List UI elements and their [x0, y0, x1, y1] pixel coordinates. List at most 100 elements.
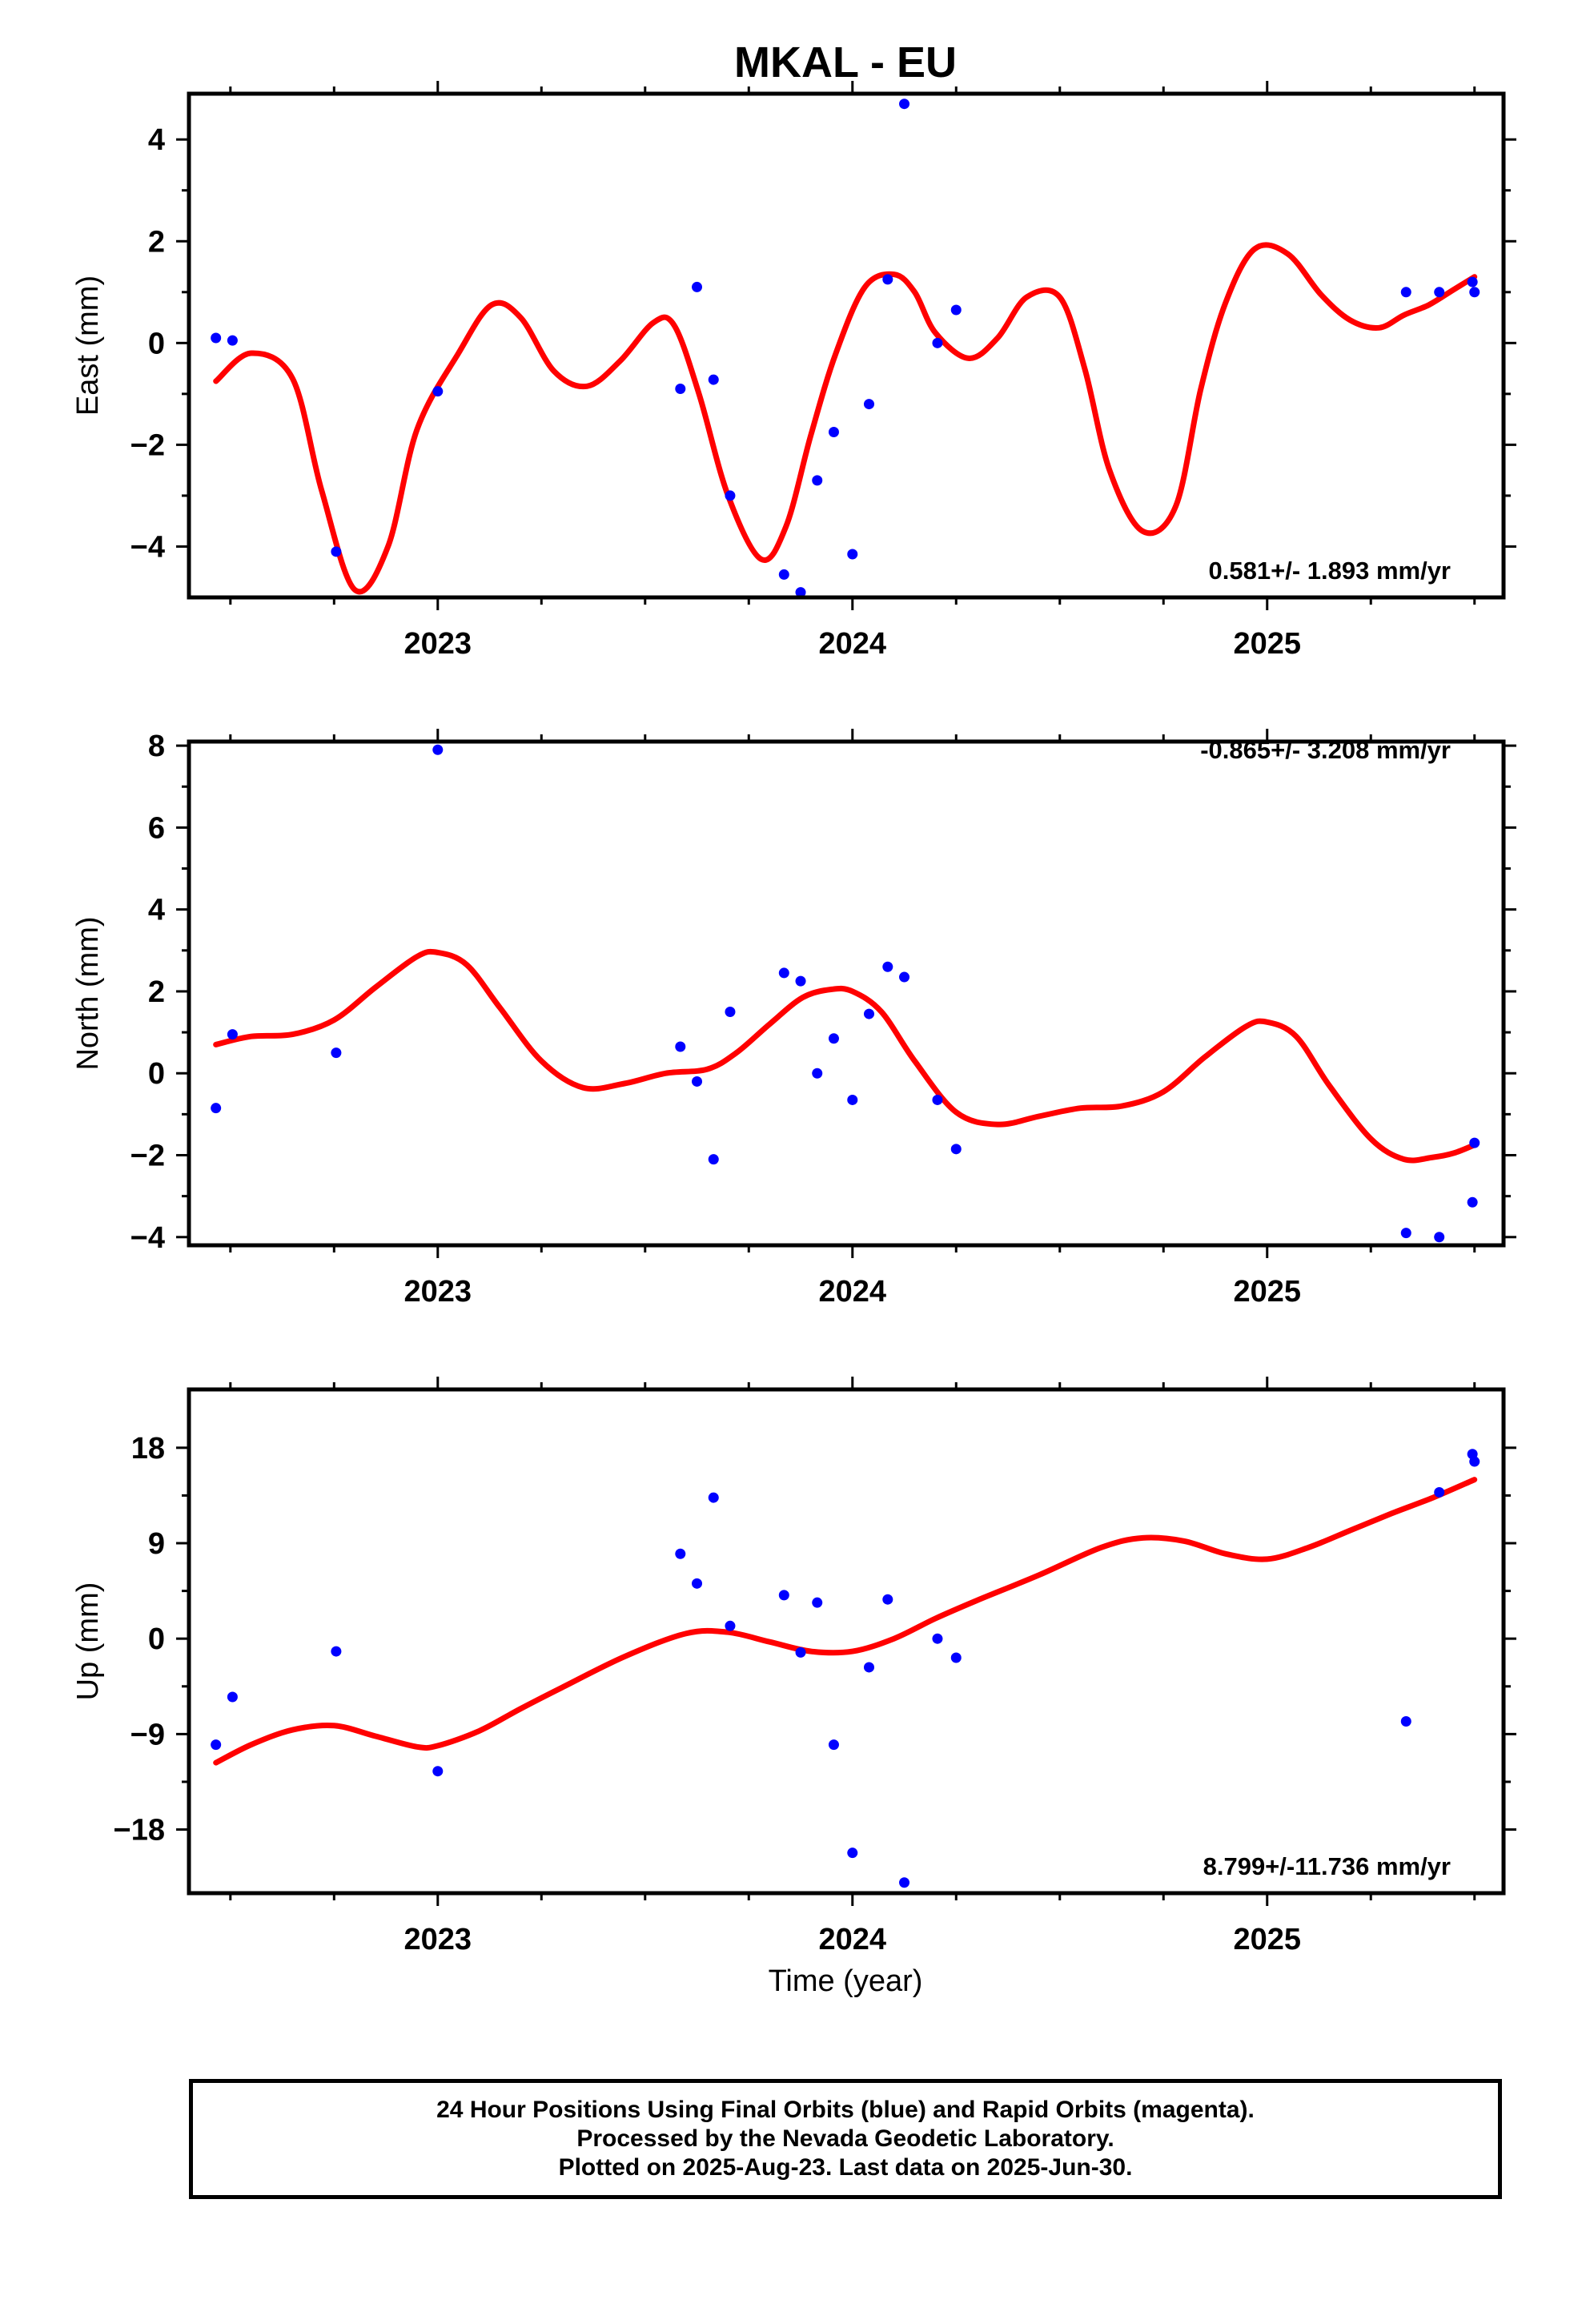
data-point	[932, 1633, 943, 1644]
footer-box: 24 Hour Positions Using Final Orbits (bl…	[189, 2079, 1502, 2199]
x-tick-label: 2023	[404, 1275, 472, 1309]
data-point	[692, 1076, 703, 1087]
y-tick-label: −9	[130, 1718, 165, 1751]
footer-line-1: 24 Hour Positions Using Final Orbits (bl…	[436, 2097, 1255, 2123]
rate-annotation: 8.799+/-11.736 mm/yr	[1203, 1852, 1451, 1880]
data-area	[211, 1449, 1480, 1888]
y-tick-label: −4	[130, 1221, 165, 1255]
footer-line-3: Plotted on 2025-Aug-23. Last data on 202…	[558, 2154, 1133, 2181]
y-tick-label: 0	[148, 1057, 165, 1091]
data-point	[432, 744, 444, 755]
data-point	[331, 546, 342, 557]
data-point	[211, 1103, 222, 1114]
x-tick-label: 2023	[404, 627, 472, 661]
data-point	[932, 337, 943, 348]
fit-line	[213, 1477, 1478, 1766]
data-point	[1434, 287, 1445, 298]
y-tick-label: 8	[148, 730, 165, 763]
data-point	[331, 1047, 342, 1059]
panels: 2023 2024 2025 −4 −2 0 2 4 East (mm) 0.581+/- 1.8…	[71, 81, 1516, 1956]
y-tick-label: 2	[148, 225, 165, 259]
data-point	[899, 971, 910, 983]
y-axis-label: East (mm)	[71, 275, 105, 416]
fit-line	[213, 242, 1478, 595]
plot-frame	[187, 91, 1506, 600]
x-tick-label: 2024	[818, 627, 886, 661]
y-tick-label: 18	[131, 1432, 165, 1466]
data-point	[211, 332, 222, 344]
y-tick-label: 2	[148, 975, 165, 1009]
data-point	[950, 1652, 962, 1663]
data-point	[1467, 1196, 1478, 1208]
data-point	[227, 1029, 238, 1040]
data-point	[950, 1144, 962, 1155]
y-tick-label: −2	[130, 1139, 165, 1172]
data-point	[331, 1646, 342, 1657]
data-point	[725, 1620, 736, 1631]
data-point	[675, 1548, 686, 1559]
data-point	[812, 1068, 823, 1079]
x-tick-label: 2024	[818, 1275, 886, 1309]
y-tick-label: 6	[148, 811, 165, 845]
data-point	[847, 549, 858, 560]
data-point	[227, 1691, 238, 1703]
data-point	[211, 1739, 222, 1751]
data-point	[708, 374, 719, 385]
data-point	[432, 1766, 444, 1777]
data-point	[725, 490, 736, 501]
data-point	[863, 399, 874, 410]
data-point	[227, 335, 238, 346]
data-point	[1434, 1232, 1445, 1243]
data-point	[812, 475, 823, 486]
data-point	[692, 281, 703, 292]
x-tick-label: 2025	[1233, 1275, 1301, 1309]
plot-frame	[187, 739, 1506, 1248]
panel-east: 2023 2024 2025 −4 −2 0 2 4 East (mm) 0.581+/- 1.8…	[71, 81, 1516, 661]
data-point	[812, 1597, 823, 1608]
y-tick-label: 4	[148, 123, 165, 157]
data-point	[863, 1662, 874, 1673]
x-tick-label: 2025	[1233, 627, 1301, 661]
data-point	[675, 1041, 686, 1052]
y-tick-label: −2	[130, 428, 165, 462]
data-point	[828, 1739, 839, 1751]
data-point	[828, 427, 839, 438]
data-point	[1400, 1715, 1411, 1727]
data-point	[708, 1154, 719, 1165]
data-point	[1400, 1228, 1411, 1239]
y-axis-label: North (mm)	[71, 916, 105, 1070]
plot-frame	[187, 1387, 1506, 1896]
panel-north: 2023 2024 2025 −4 −2 0 2 4 6 8 North (mm) -0.865+/-…	[71, 729, 1516, 1309]
data-point	[1469, 1456, 1480, 1467]
data-point	[847, 1848, 858, 1859]
y-axis-label: Up (mm)	[71, 1582, 105, 1701]
data-point	[795, 1647, 806, 1658]
x-tick-label: 2025	[1233, 1923, 1301, 1956]
data-point	[1400, 287, 1411, 298]
fit-line	[213, 948, 1478, 1164]
data-point	[899, 99, 910, 110]
data-area	[211, 744, 1480, 1243]
rate-annotation: 0.581+/- 1.893 mm/yr	[1209, 557, 1451, 585]
data-point	[1434, 1486, 1445, 1498]
y-tick-label: −18	[114, 1814, 165, 1848]
y-tick-label: −4	[130, 530, 165, 564]
data-point	[708, 1492, 719, 1503]
rate-annotation: -0.865+/- 3.208 mm/yr	[1200, 736, 1451, 764]
y-tick-label: 0	[148, 1622, 165, 1656]
y-tick-label: 4	[148, 894, 165, 927]
data-point	[899, 1877, 910, 1888]
x-tick-label: 2023	[404, 1923, 472, 1956]
data-point	[863, 1008, 874, 1019]
data-point	[1469, 287, 1480, 298]
data-point	[882, 961, 893, 972]
data-point	[675, 384, 686, 395]
data-point	[828, 1033, 839, 1044]
data-point	[778, 569, 789, 580]
data-point	[1469, 1137, 1480, 1148]
data-point	[778, 967, 789, 979]
data-point	[932, 1094, 943, 1105]
data-point	[795, 975, 806, 987]
data-point	[795, 587, 806, 597]
y-tick-label: 9	[148, 1527, 165, 1561]
